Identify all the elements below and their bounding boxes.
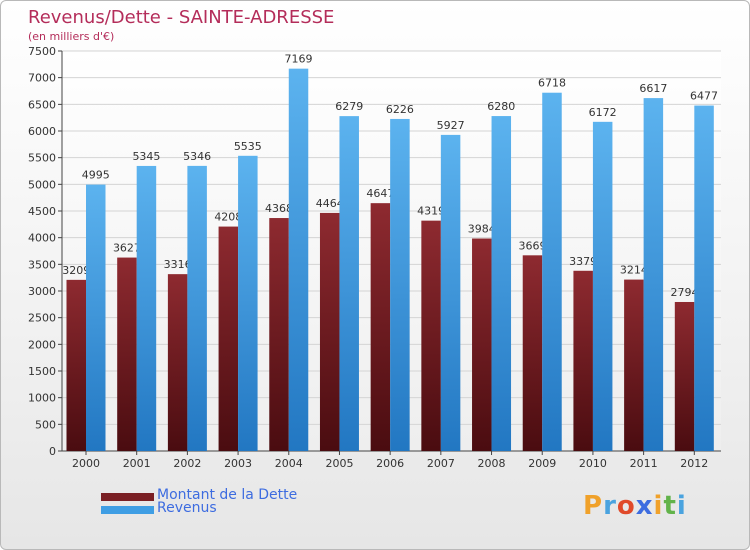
bar-revenue — [592, 121, 613, 452]
x-tick-label: 2010 — [579, 457, 607, 470]
x-tick-label: 2005 — [325, 457, 353, 470]
bar-debt — [167, 274, 188, 451]
data-label-revenue: 4995 — [82, 169, 110, 182]
x-tick-label: 2004 — [275, 457, 303, 470]
bar-debt — [522, 255, 543, 451]
chart-title: Revenus/Dette - SAINTE-ADRESSE — [28, 7, 335, 28]
y-tick-label: 2000 — [28, 338, 56, 351]
bar-debt — [573, 270, 593, 451]
data-label-debt: 3379 — [569, 255, 597, 268]
data-label-debt: 3316 — [164, 258, 192, 271]
bar-debt — [370, 203, 391, 451]
bar-revenue — [694, 105, 714, 451]
y-tick-label: 1500 — [28, 365, 56, 378]
bar-debt — [269, 218, 289, 451]
legend-label-debt: Montant de la Dette — [157, 487, 298, 503]
x-tick-label: 2008 — [478, 457, 506, 470]
bar-debt — [117, 257, 137, 451]
data-label-debt: 4368 — [265, 202, 293, 215]
y-tick-label: 0 — [49, 445, 56, 458]
proxiti-logo: Proxiti — [583, 491, 687, 521]
bar-debt — [319, 212, 340, 451]
legend-label-revenue: Revenus — [157, 500, 217, 516]
y-tick-label: 6500 — [28, 98, 56, 111]
data-label-debt: 4464 — [316, 197, 344, 210]
bar-debt — [421, 220, 441, 451]
data-label-revenue: 6279 — [335, 100, 363, 113]
data-label-debt: 3214 — [620, 264, 648, 277]
bar-debt — [472, 238, 492, 451]
x-tick-label: 2002 — [173, 457, 201, 470]
data-label-debt: 3209 — [62, 264, 90, 277]
x-tick-label: 2009 — [528, 457, 556, 470]
data-label-debt: 3984 — [468, 223, 496, 236]
logo-letter: i — [653, 491, 664, 521]
data-label-revenue: 7169 — [285, 53, 313, 66]
bar-revenue — [187, 165, 207, 451]
y-tick-label: 5500 — [28, 152, 56, 165]
data-label-debt: 3669 — [518, 239, 546, 252]
legend-swatch-debt — [101, 493, 154, 501]
data-label-debt: 4647 — [366, 187, 394, 200]
data-label-debt: 4319 — [417, 205, 445, 218]
logo-letter: r — [603, 491, 617, 521]
bar-revenue — [288, 68, 309, 452]
data-label-debt: 3627 — [113, 242, 141, 255]
bar-revenue — [339, 116, 359, 452]
y-tick-label: 4000 — [28, 232, 56, 245]
data-label-debt: 2794 — [671, 286, 699, 299]
y-tick-label: 5000 — [28, 178, 56, 191]
bar-revenue — [390, 118, 410, 452]
bar-debt — [66, 279, 86, 451]
data-label-revenue: 6477 — [690, 90, 718, 103]
y-tick-label: 1000 — [28, 392, 56, 405]
bar-revenue — [643, 98, 664, 452]
data-label-revenue: 6718 — [538, 77, 566, 90]
y-tick-label: 7500 — [28, 45, 56, 58]
y-tick-label: 500 — [35, 418, 56, 431]
data-label-revenue: 5535 — [234, 140, 262, 153]
y-tick-label: 3500 — [28, 258, 56, 271]
y-tick-label: 3000 — [28, 285, 56, 298]
y-tick-label: 2500 — [28, 312, 56, 325]
chart-subtitle: (en milliers d'€) — [28, 30, 115, 43]
bar-revenue — [238, 155, 258, 452]
logo-letter: o — [616, 491, 636, 521]
x-tick-label: 2007 — [427, 457, 455, 470]
bar-debt — [218, 226, 239, 451]
bar-revenue — [440, 134, 461, 452]
bar-debt — [674, 301, 695, 451]
data-label-revenue: 6226 — [386, 103, 414, 116]
x-tick-label: 2012 — [680, 457, 708, 470]
bar-revenue — [86, 184, 106, 451]
x-tick-label: 2001 — [123, 457, 151, 470]
y-tick-label: 7000 — [28, 72, 56, 85]
logo-letter: t — [663, 491, 677, 521]
y-tick-label: 4500 — [28, 205, 56, 218]
data-label-revenue: 6172 — [589, 106, 617, 119]
bar-debt — [624, 279, 644, 451]
logo-letter: x — [635, 491, 654, 521]
bar-revenue — [542, 92, 562, 451]
x-tick-label: 2011 — [630, 457, 658, 470]
data-label-revenue: 5346 — [183, 150, 211, 163]
x-tick-label: 2006 — [376, 457, 404, 470]
logo-letter: P — [583, 491, 604, 521]
legend-swatch-revenue — [101, 506, 154, 514]
x-tick-label: 2000 — [72, 457, 100, 470]
bar-revenue — [136, 165, 157, 451]
bar-revenue — [491, 116, 512, 452]
data-label-revenue: 5927 — [437, 119, 465, 132]
logo-letter: i — [676, 491, 687, 521]
data-label-revenue: 5345 — [132, 150, 160, 163]
data-label-revenue: 6617 — [639, 82, 667, 95]
data-label-revenue: 6280 — [487, 100, 515, 113]
x-tick-label: 2003 — [224, 457, 252, 470]
data-label-debt: 4208 — [214, 211, 242, 224]
y-tick-label: 6000 — [28, 125, 56, 138]
